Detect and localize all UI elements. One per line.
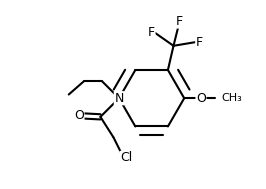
Text: O: O	[196, 92, 206, 105]
Text: N: N	[114, 92, 124, 105]
Text: CH₃: CH₃	[222, 93, 242, 103]
Text: F: F	[176, 15, 183, 28]
Text: O: O	[74, 109, 84, 122]
Text: Cl: Cl	[120, 151, 132, 164]
Text: F: F	[196, 36, 203, 49]
Text: F: F	[148, 26, 155, 39]
